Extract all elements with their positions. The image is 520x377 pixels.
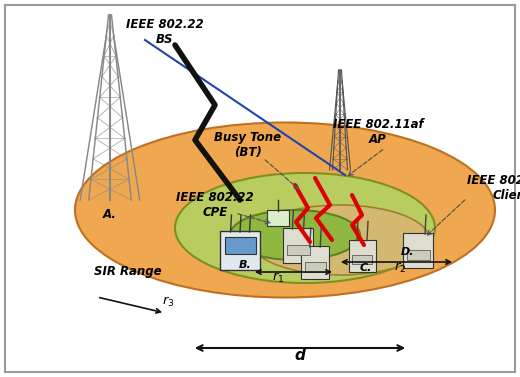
Text: B.: B. — [239, 260, 251, 270]
FancyBboxPatch shape — [352, 254, 372, 264]
Ellipse shape — [175, 173, 435, 283]
Text: IEEE 802.22
BS: IEEE 802.22 BS — [126, 18, 204, 46]
FancyBboxPatch shape — [225, 236, 255, 253]
FancyBboxPatch shape — [267, 210, 289, 226]
Text: IEEE 802.11af
Client: IEEE 802.11af Client — [467, 174, 520, 202]
Text: A.: A. — [103, 207, 117, 221]
FancyBboxPatch shape — [403, 233, 433, 268]
FancyBboxPatch shape — [287, 245, 309, 255]
Text: C.: C. — [360, 263, 372, 273]
FancyBboxPatch shape — [348, 239, 375, 271]
Text: $r_3$: $r_3$ — [162, 295, 174, 309]
Ellipse shape — [230, 210, 360, 260]
Text: IEEE 802.22
CPE: IEEE 802.22 CPE — [176, 191, 254, 219]
Text: Busy Tone
(BT): Busy Tone (BT) — [214, 131, 281, 159]
Text: IEEE 802.11af
AP: IEEE 802.11af AP — [333, 118, 423, 146]
FancyBboxPatch shape — [220, 231, 260, 270]
FancyBboxPatch shape — [283, 228, 313, 263]
FancyBboxPatch shape — [407, 250, 430, 260]
Ellipse shape — [75, 123, 495, 297]
Text: $r_1$: $r_1$ — [272, 271, 284, 285]
FancyBboxPatch shape — [5, 5, 515, 372]
Ellipse shape — [250, 205, 430, 275]
FancyBboxPatch shape — [301, 246, 329, 279]
Text: $r_2$: $r_2$ — [394, 261, 406, 275]
Text: SIR Range: SIR Range — [94, 265, 162, 279]
Text: d: d — [294, 348, 305, 363]
Text: D.: D. — [401, 247, 415, 257]
FancyBboxPatch shape — [305, 262, 326, 271]
